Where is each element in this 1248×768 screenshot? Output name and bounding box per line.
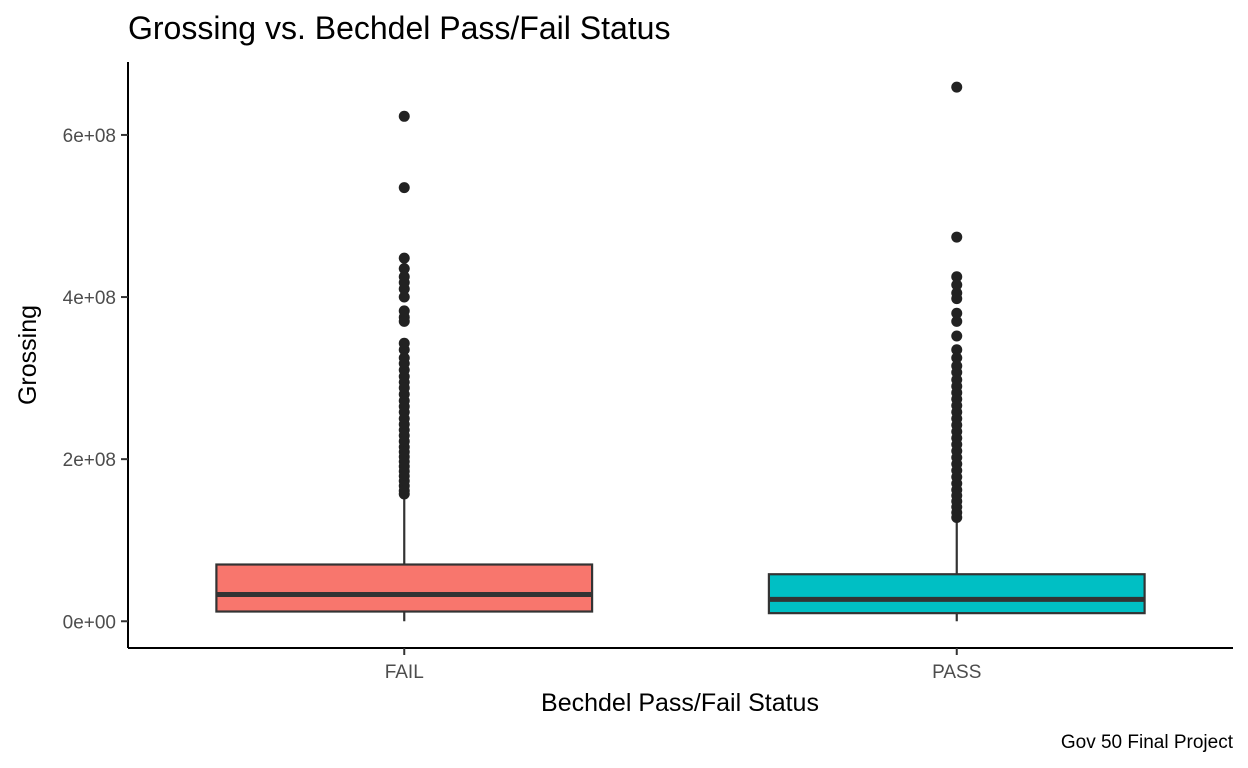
chart-title: Grossing vs. Bechdel Pass/Fail Status xyxy=(128,10,670,46)
plot-area: 0e+00 2e+08 4e+08 6e+08 FAIL PASS xyxy=(63,62,1233,683)
outlier-point xyxy=(951,271,963,283)
y-tick-label: 0e+00 xyxy=(63,612,116,633)
outlier-point xyxy=(951,279,963,291)
outlier-point xyxy=(951,81,963,93)
x-axis-title: Bechdel Pass/Fail Status xyxy=(541,689,819,717)
outlier-point xyxy=(398,182,410,194)
box xyxy=(215,563,594,613)
boxplot-pass xyxy=(767,81,1146,622)
box xyxy=(767,573,1146,615)
outlier-point xyxy=(398,315,410,327)
outlier-point xyxy=(951,330,963,342)
outlier-point xyxy=(951,231,963,243)
outlier-point xyxy=(398,291,410,303)
y-tick-label: 6e+08 xyxy=(63,126,116,147)
outlier-point xyxy=(951,293,963,305)
outlier-point xyxy=(951,512,963,524)
outlier-point xyxy=(398,252,410,264)
chart-caption: Gov 50 Final Project xyxy=(1061,732,1234,753)
outlier-point xyxy=(398,263,410,275)
x-tick-label: PASS xyxy=(932,662,981,683)
x-tick-label: FAIL xyxy=(385,662,424,683)
y-tick-label: 2e+08 xyxy=(63,450,116,471)
boxplot-fail xyxy=(215,110,594,622)
outlier-point xyxy=(951,307,963,319)
outlier-point xyxy=(951,315,963,327)
outlier-point xyxy=(398,488,410,500)
outlier-point xyxy=(398,110,410,122)
outlier-point xyxy=(398,283,410,295)
outlier-point xyxy=(951,352,963,364)
y-tick-label: 4e+08 xyxy=(63,288,116,309)
outlier-point xyxy=(398,344,410,356)
y-axis-title: Grossing xyxy=(14,305,42,405)
outlier-point xyxy=(951,344,963,356)
